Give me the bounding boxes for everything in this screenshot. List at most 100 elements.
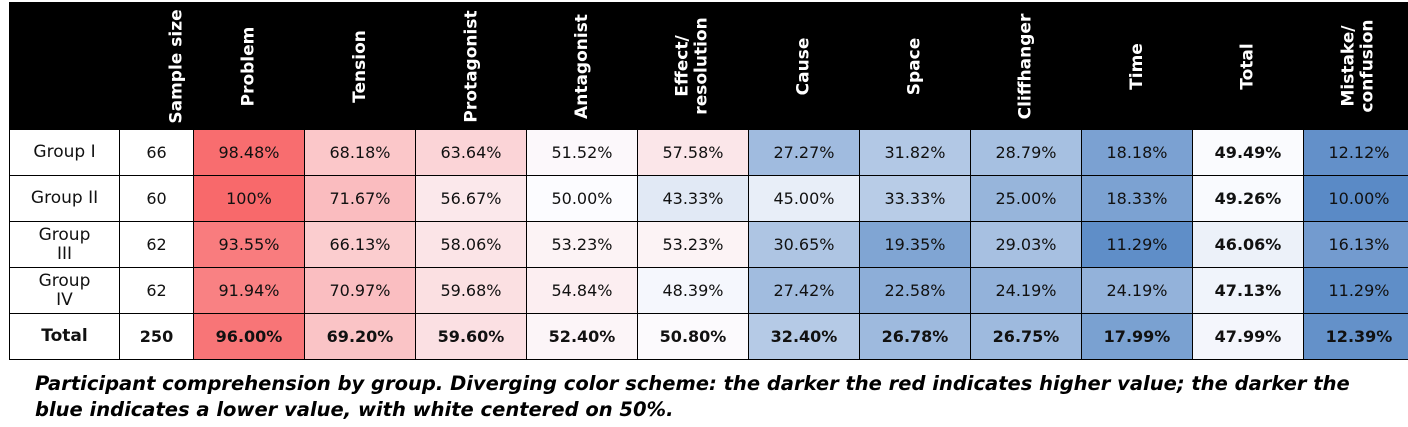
value-cell-problem: 98.48% — [193, 129, 305, 176]
value-cell-protagonist: 56.67% — [415, 175, 527, 222]
comprehension-table: Sample size Problem Tension Protagonist Anta… — [9, 2, 1408, 360]
value-cell-mistake-confusion: 11.29% — [1303, 267, 1408, 314]
header-total: Total — [1192, 2, 1304, 130]
sample-size-cell: 60 — [119, 175, 194, 222]
caption: Participant comprehension by group. Dive… — [35, 372, 1350, 421]
table-row: Group II 60 100% 71.67% 56.67% 50.00% 43.33% 45… — [9, 175, 1408, 222]
value-cell-cliffhanger: 25.00% — [970, 175, 1082, 222]
sample-size-cell: 250 — [119, 313, 194, 360]
value-cell-time: 17.99% — [1081, 313, 1193, 360]
value-cell-cliffhanger: 24.19% — [970, 267, 1082, 314]
value-cell-effect-resolution: 50.80% — [637, 313, 749, 360]
table-row: Group III 62 93.55% 66.13% 58.06% 53.23% 53.23%… — [9, 221, 1408, 268]
value-cell-problem: 93.55% — [193, 221, 305, 268]
value-cell-effect-resolution: 53.23% — [637, 221, 749, 268]
value-cell-cause: 45.00% — [748, 175, 860, 222]
value-cell-space: 22.58% — [859, 267, 971, 314]
value-cell-protagonist: 59.68% — [415, 267, 527, 314]
row-label: Group III — [9, 221, 120, 268]
value-cell-protagonist: 58.06% — [415, 221, 527, 268]
header-problem: Problem — [193, 2, 305, 130]
value-cell-problem: 100% — [193, 175, 305, 222]
value-cell-time: 18.18% — [1081, 129, 1193, 176]
header-corner — [9, 2, 120, 130]
value-cell-total: 49.26% — [1192, 175, 1304, 222]
header-protagonist: Protagonist — [415, 2, 527, 130]
value-cell-effect-resolution: 57.58% — [637, 129, 749, 176]
value-cell-space: 26.78% — [859, 313, 971, 360]
value-cell-time: 18.33% — [1081, 175, 1193, 222]
row-label: Group II — [9, 175, 120, 222]
value-cell-space: 31.82% — [859, 129, 971, 176]
column-label: Mistake/confusion — [1339, 19, 1378, 113]
header-effect-resolution: Effect/resolution — [637, 2, 749, 130]
column-label: Tension — [349, 30, 370, 103]
value-cell-cause: 32.40% — [748, 313, 860, 360]
value-cell-time: 24.19% — [1081, 267, 1193, 314]
value-cell-total: 47.13% — [1192, 267, 1304, 314]
value-cell-antagonist: 54.84% — [526, 267, 638, 314]
value-cell-tension: 68.18% — [304, 129, 416, 176]
row-label: Group I — [9, 129, 120, 176]
value-cell-problem: 96.00% — [193, 313, 305, 360]
column-label: Space — [904, 37, 925, 96]
table-row: Group IV 62 91.94% 70.97% 59.68% 54.84% 48.39% 2… — [9, 267, 1408, 314]
sample-size-cell: 66 — [119, 129, 194, 176]
row-label: Group IV — [9, 267, 120, 314]
column-label: Effect/resolution — [672, 17, 712, 115]
column-label: Cause — [793, 37, 814, 96]
column-label: Protagonist — [461, 10, 482, 123]
header-antagonist: Antagonist — [526, 2, 638, 130]
value-cell-effect-resolution: 43.33% — [637, 175, 749, 222]
value-cell-tension: 66.13% — [304, 221, 416, 268]
column-label: Time — [1126, 43, 1147, 90]
value-cell-cause: 27.42% — [748, 267, 860, 314]
sample-size-cell: 62 — [119, 221, 194, 268]
value-cell-tension: 69.20% — [304, 313, 416, 360]
value-cell-cliffhanger: 28.79% — [970, 129, 1082, 176]
column-label: Total — [1237, 43, 1258, 90]
value-cell-antagonist: 50.00% — [526, 175, 638, 222]
value-cell-total: 47.99% — [1192, 313, 1304, 360]
value-cell-tension: 71.67% — [304, 175, 416, 222]
value-cell-mistake-confusion: 12.39% — [1303, 313, 1408, 360]
value-cell-mistake-confusion: 16.13% — [1303, 221, 1408, 268]
value-cell-antagonist: 52.40% — [526, 313, 638, 360]
header-row: Sample size Problem Tension Protagonist Anta… — [9, 2, 1408, 130]
header-space: Space — [859, 2, 971, 130]
value-cell-cause: 27.27% — [748, 129, 860, 176]
table-row: Total 250 96.00% 69.20% 59.60% 52.40% 50.80% 32… — [9, 313, 1408, 360]
column-label: Problem — [238, 26, 259, 107]
value-cell-antagonist: 53.23% — [526, 221, 638, 268]
header-cause: Cause — [748, 2, 860, 130]
header-tension: Tension — [304, 2, 416, 130]
table-body: Group I 66 98.48% 68.18% 63.64% 51.52% 57.58% 2… — [9, 129, 1408, 360]
value-cell-cliffhanger: 26.75% — [970, 313, 1082, 360]
header-sample-size: Sample size — [119, 2, 194, 130]
table-row: Group I 66 98.48% 68.18% 63.64% 51.52% 57.58% 2… — [9, 129, 1408, 176]
value-cell-mistake-confusion: 12.12% — [1303, 129, 1408, 176]
value-cell-effect-resolution: 48.39% — [637, 267, 749, 314]
value-cell-cliffhanger: 29.03% — [970, 221, 1082, 268]
value-cell-space: 19.35% — [859, 221, 971, 268]
value-cell-cause: 30.65% — [748, 221, 860, 268]
column-label: Sample size — [166, 9, 187, 124]
value-cell-total: 46.06% — [1192, 221, 1304, 268]
value-cell-total: 49.49% — [1192, 129, 1304, 176]
header-cliffhanger: Cliffhanger — [970, 2, 1082, 130]
value-cell-protagonist: 63.64% — [415, 129, 527, 176]
column-label: Antagonist — [571, 14, 592, 119]
value-cell-problem: 91.94% — [193, 267, 305, 314]
sample-size-cell: 62 — [119, 267, 194, 314]
value-cell-antagonist: 51.52% — [526, 129, 638, 176]
header-time: Time — [1081, 2, 1193, 130]
value-cell-protagonist: 59.60% — [415, 313, 527, 360]
row-label: Total — [9, 313, 120, 360]
value-cell-mistake-confusion: 10.00% — [1303, 175, 1408, 222]
column-label: Cliffhanger — [1015, 13, 1036, 120]
value-cell-time: 11.29% — [1081, 221, 1193, 268]
header-mistake-confusion: Mistake/confusion — [1303, 2, 1408, 130]
value-cell-tension: 70.97% — [304, 267, 416, 314]
value-cell-space: 33.33% — [859, 175, 971, 222]
